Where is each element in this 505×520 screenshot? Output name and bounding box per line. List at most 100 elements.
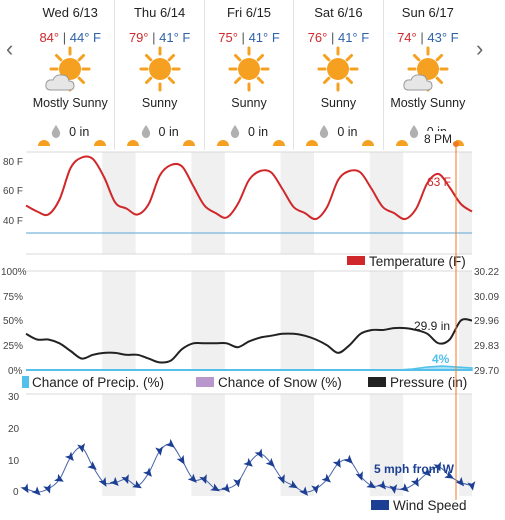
- wind-arrow: [343, 454, 353, 464]
- wind-arrow: [155, 446, 164, 456]
- wind-arrow: [332, 458, 341, 468]
- sunrise-icon: [127, 140, 140, 146]
- wind-arrow: [321, 473, 331, 483]
- percent-tick-label: 50%: [3, 316, 23, 327]
- cursor-marker: [453, 141, 459, 147]
- day-forecast[interactable]: Fri 6/15 75° | 41° F Sunny 0 in: [205, 0, 295, 150]
- temperature-legend-swatch: [347, 256, 365, 265]
- night-band: [369, 271, 404, 370]
- wind-legend-label: Wind Speed: [393, 498, 467, 513]
- next-days-arrow[interactable]: ›: [476, 36, 484, 61]
- cursor-time-label: 8 PM: [424, 132, 452, 146]
- day-condition: Sunny: [320, 96, 357, 110]
- sunrise-icon: [306, 140, 319, 146]
- pressure-tick-label: 29.70: [474, 366, 499, 377]
- sunset-icon: [183, 140, 196, 146]
- pressure-legend-swatch: [368, 377, 386, 387]
- time-cursor[interactable]: 8 PM: [421, 131, 459, 500]
- percent-tick-label: 25%: [3, 341, 23, 352]
- precip-pressure-panel: 100% 75% 50% 25% 0% 30.22 30.09 29.96 29…: [1, 267, 499, 390]
- wind-arrow: [20, 483, 29, 494]
- wind-legend-swatch: [371, 500, 389, 510]
- wind-arrow: [455, 476, 465, 487]
- pressure-tick-label: 30.09: [474, 292, 499, 303]
- day-condition: Sunny: [231, 96, 267, 110]
- wind-arrow: [355, 471, 363, 481]
- day-forecast[interactable]: Sun 6/17 74° | 43° F Mostly Sunny 0 in: [384, 0, 472, 150]
- daily-forecast-row: Wed 6/13 84° | 44° F Mostly Sunny 0 in T…: [26, 0, 472, 150]
- pressure-tick-label: 29.83: [474, 341, 499, 352]
- wind-arrow: [109, 476, 119, 487]
- sunny-icon: [228, 46, 270, 92]
- percent-tick-label: 0%: [8, 366, 23, 377]
- wind-arrow: [265, 457, 275, 468]
- wind-arrow: [444, 470, 455, 479]
- raindrop-icon: [230, 125, 240, 138]
- precip-legend-label: Chance of Precip. (%): [32, 375, 164, 390]
- wind-arrow: [410, 477, 419, 487]
- snow-legend-swatch: [196, 377, 214, 387]
- night-band: [191, 394, 225, 496]
- day-forecast[interactable]: Wed 6/13 84° | 44° F Mostly Sunny 0 in: [26, 0, 116, 150]
- precip-legend-swatch: [22, 376, 29, 388]
- sunny-icon: [317, 46, 359, 92]
- wind-arrow: [77, 443, 86, 453]
- percent-tick-label: 100%: [1, 267, 27, 278]
- wind-arrow: [199, 474, 207, 484]
- day-condition: Mostly Sunny: [32, 96, 108, 110]
- pressure-tick-label: 29.96: [474, 316, 499, 327]
- day-precip: 0 in: [294, 125, 382, 139]
- day-forecast[interactable]: Sat 6/16 76° | 41° F Sunny 0 in: [294, 0, 384, 150]
- precip-amount: 0 in: [69, 125, 90, 139]
- precip-amount: 0 in: [158, 125, 179, 139]
- day-condition: Mostly Sunny: [390, 96, 466, 110]
- temperature-panel: 80 F 60 F 40 F 63 F Temperature (F): [3, 151, 473, 269]
- wind-arrow: [277, 474, 285, 484]
- wind-tick-label: 30: [8, 392, 20, 403]
- wind-arrow: [143, 467, 152, 477]
- night-band: [458, 152, 472, 254]
- wind-arrow: [399, 483, 409, 493]
- wind-arrow: [288, 480, 298, 489]
- temperature-legend-label: Temperature (F): [369, 254, 466, 269]
- sunset-icon: [362, 140, 375, 146]
- night-band: [102, 152, 136, 254]
- temp-tick-label: 40 F: [3, 216, 23, 227]
- wind-tick-label: 10: [8, 456, 20, 467]
- day-name: Wed 6/13: [42, 5, 98, 20]
- precip-amount: 0 in: [247, 125, 269, 139]
- wind-direction-arrows: [20, 438, 476, 496]
- day-forecast[interactable]: Thu 6/14 79° | 41° F Sunny 0 in: [115, 0, 205, 150]
- high-temp: 79°: [128, 30, 149, 45]
- day-name: Sat 6/16: [314, 5, 363, 20]
- high-temp: 74°: [397, 30, 417, 45]
- wind-tick-label: 20: [8, 424, 20, 435]
- day-temperatures: 74° | 43° F: [397, 30, 459, 45]
- day-precip: 0 in: [205, 125, 293, 139]
- previous-days-arrow[interactable]: ‹: [6, 36, 14, 61]
- temp-annotation: 63 F: [427, 175, 451, 189]
- low-temp: 41° F: [248, 30, 280, 45]
- wind-arrow: [31, 486, 41, 496]
- low-temp: 41° F: [337, 30, 370, 45]
- day-temperatures: 79° | 41° F: [128, 30, 191, 45]
- wind-arrow: [132, 480, 142, 489]
- pressure-line: [25, 318, 473, 364]
- precip-amount: 0 in: [337, 125, 358, 139]
- temp-tick-label: 60 F: [3, 186, 23, 197]
- precip-annotation: 4%: [432, 352, 450, 366]
- high-temp: 84°: [39, 30, 60, 45]
- mostly-sunny-icon: [45, 46, 91, 92]
- day-precip: 0 in: [115, 125, 203, 139]
- wind-arrow: [243, 457, 253, 467]
- night-band: [369, 152, 404, 254]
- sunny-icon: [139, 46, 181, 92]
- wind-arrow: [121, 474, 129, 484]
- night-band: [280, 394, 315, 496]
- day-condition: Sunny: [141, 96, 178, 110]
- sunset-icon: [272, 140, 285, 146]
- wind-arrow: [98, 477, 107, 487]
- wind-arrow: [233, 477, 242, 488]
- temperature-line: [25, 155, 473, 221]
